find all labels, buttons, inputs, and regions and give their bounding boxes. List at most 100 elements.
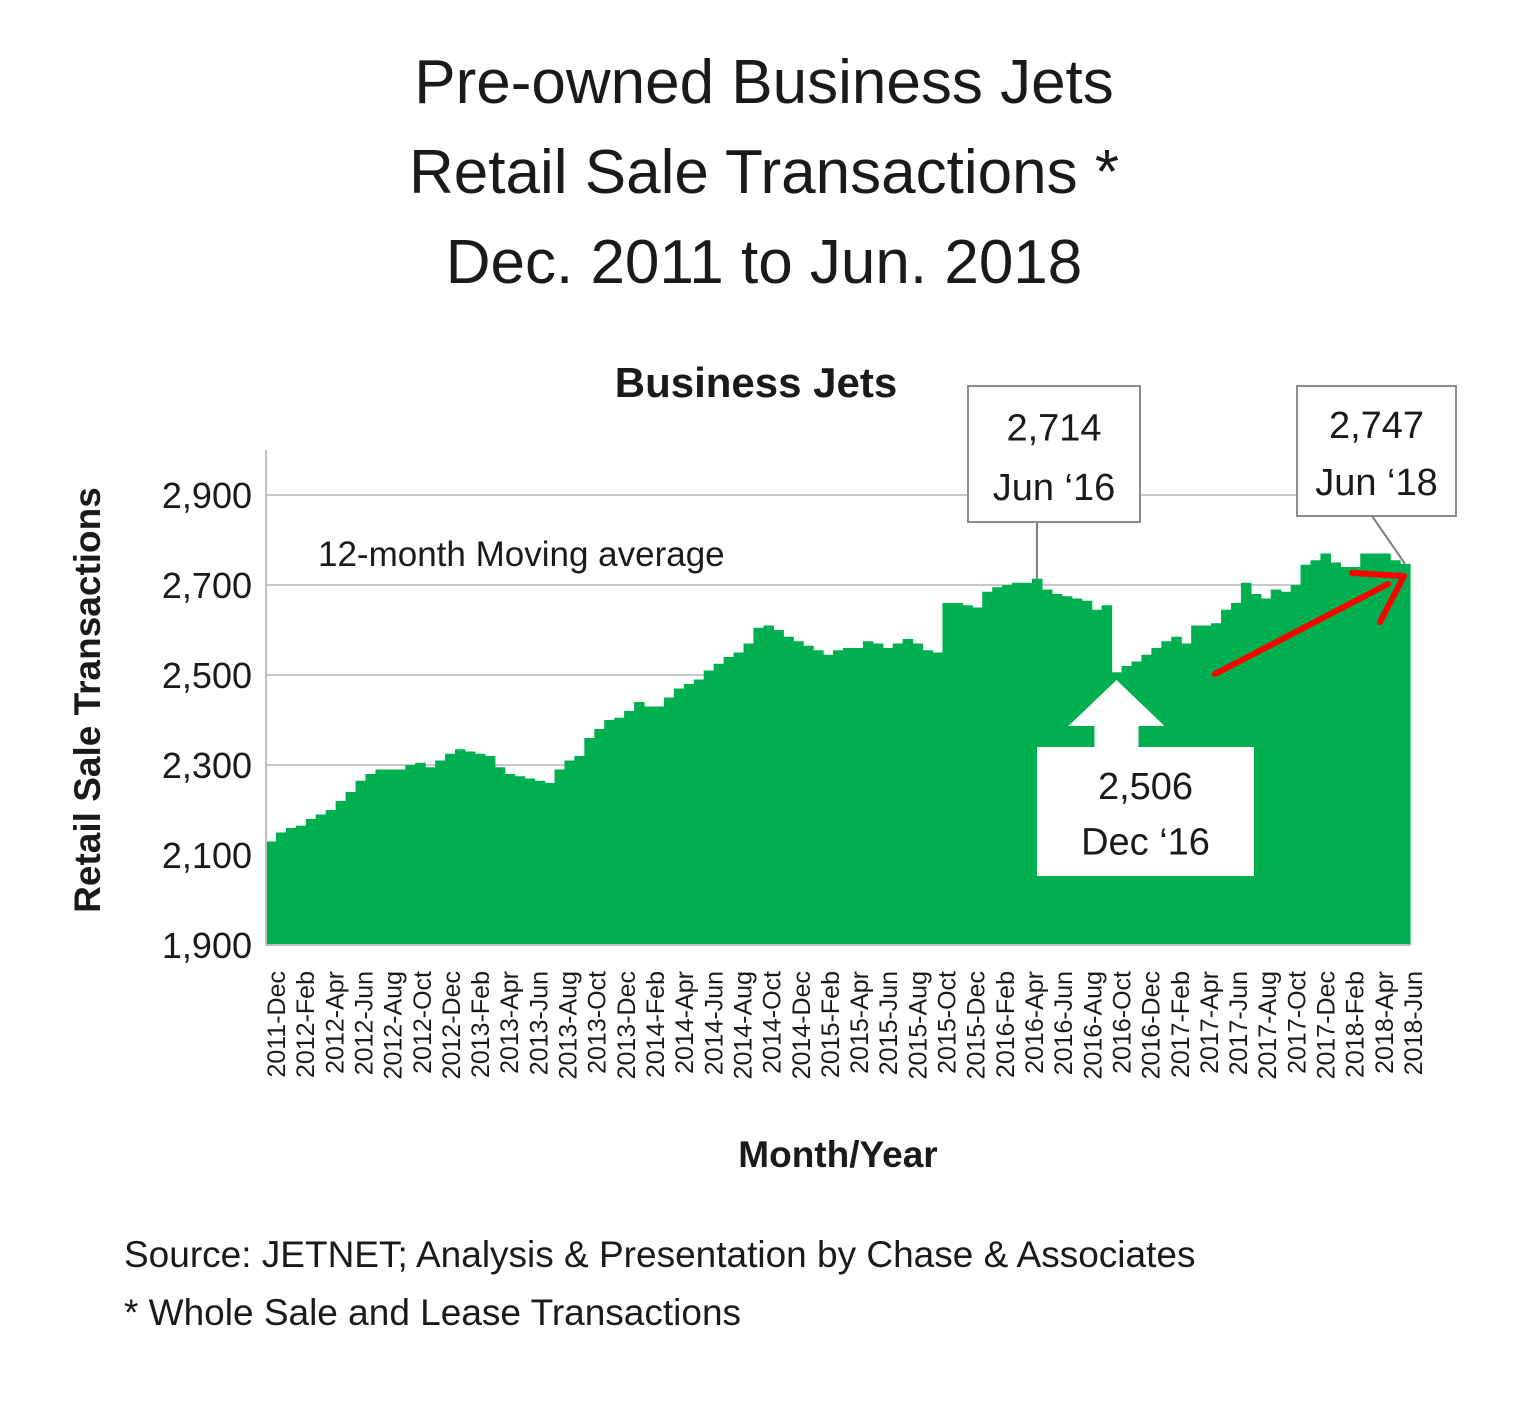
trend-arrow-shaft [1212,581,1391,677]
trough-arrow [1068,680,1165,750]
area-step [395,769,406,945]
x-tick-label: 2013-Oct [584,971,612,1074]
x-tick-label: 2018-Jun [1400,971,1428,1075]
area-step [534,780,546,945]
trend-arrow-head [1349,570,1407,625]
area-step [753,627,764,945]
area-step [763,625,774,945]
x-tick-label: 2013-Apr [496,971,524,1074]
y-tick-label: 2,100 [162,835,252,876]
area-step [335,801,347,945]
x-tick-label: 2016-Jun [1050,971,1078,1075]
area-step [1360,553,1371,945]
area-step [385,769,396,945]
area-step [435,760,446,945]
x-tick-label: 2017-Oct [1283,971,1311,1074]
area-step [733,652,745,945]
callout-leader-jun18 [1371,515,1406,565]
area-step [653,706,665,945]
area-step [852,648,864,945]
callout-dec16-value: 2,506 [1098,766,1193,808]
x-tick-label: 2015-Aug [904,971,932,1079]
area-step [952,603,963,945]
area-step [1390,560,1401,945]
x-tick-label: 2017-Jun [1225,971,1253,1075]
area-step [813,650,824,945]
x-tick-label: 2018-Feb [1342,971,1370,1078]
x-tick-label: 2014-Feb [642,971,670,1078]
area-step [1280,591,1292,945]
moving-average-label: 12-month Moving average [318,535,725,574]
x-tick-label: 2017-Dec [1313,971,1341,1079]
callout-jun18-value: 2,747 [1329,405,1424,447]
area-step [1270,589,1282,945]
area-step [1350,567,1361,945]
area-step [902,639,914,945]
x-tick-label: 2014-Oct [759,971,787,1074]
area-step [833,650,844,945]
callout-dec16-box [1037,747,1254,876]
area-step [872,643,884,945]
chart-title: Business Jets [615,359,897,406]
x-tick-label: 2013-Feb [467,971,495,1078]
x-tick-label: 2017-Feb [1167,971,1195,1078]
area-step [266,841,277,945]
x-tick-label: 2018-Apr [1371,971,1399,1074]
area-step [315,814,327,945]
y-tick-label: 1,900 [162,925,252,966]
area-step [942,603,953,945]
y-tick-label: 2,500 [162,655,252,696]
x-tick-label: 2012-Aug [380,971,408,1079]
x-tick-label: 2014-Jun [700,971,728,1075]
y-tick-label: 2,700 [162,565,252,606]
area-step [823,654,834,945]
area-step [564,760,575,945]
area-step [455,749,466,945]
trend-arrow [1212,570,1407,677]
area-step [882,648,894,945]
y-tick-label: 2,900 [162,475,252,516]
callout-dec16-date: Dec ‘16 [1081,822,1210,864]
area-step [325,810,337,945]
area-step [693,679,705,945]
area-step [673,688,685,945]
x-tick-label: 2017-Aug [1254,971,1282,1079]
x-tick-label: 2012-Jun [351,971,379,1075]
x-tick-label: 2012-Dec [438,971,466,1079]
area-step [1012,582,1023,945]
x-tick-label: 2014-Aug [730,971,758,1079]
area-step [842,648,854,945]
title-line-1: Pre-owned Business Jets [414,48,1114,117]
x-tick-label: 2011-Dec [263,971,291,1078]
area-step [305,819,317,945]
area-step [1320,553,1332,945]
x-tick-label: 2015-Dec [963,971,991,1079]
x-tick-label: 2012-Apr [321,971,349,1074]
area-step [1022,582,1033,945]
x-tick-label: 2013-Dec [613,971,641,1079]
area-step [1260,598,1272,945]
area-step [892,643,904,945]
area-step [932,652,944,945]
area-step [713,663,725,945]
footnote: * Whole Sale and Lease Transactions [124,1292,742,1333]
x-tick-label: 2016-Aug [1079,971,1107,1079]
area-step [803,645,814,945]
area-step [474,753,486,945]
area-step [574,756,585,945]
title-line-3: Dec. 2011 to Jun. 2018 [445,228,1083,297]
callout-jun16-box [967,385,1141,523]
x-tick-label: 2015-Apr [846,971,874,1074]
area-step [1250,594,1262,945]
callout-jun18-box [1296,385,1457,517]
area-step [1340,567,1351,945]
x-tick-label: 2012-Feb [292,971,320,1078]
x-tick-label: 2013-Aug [555,971,583,1079]
x-tick-label: 2015-Jun [875,971,903,1075]
area-step [405,765,416,945]
area-step [544,783,556,945]
x-axis-label: Month/Year [738,1134,937,1175]
title-line-2: Retail Sale Transactions * [409,138,1119,207]
area-step [554,769,566,945]
area-step [425,767,436,945]
